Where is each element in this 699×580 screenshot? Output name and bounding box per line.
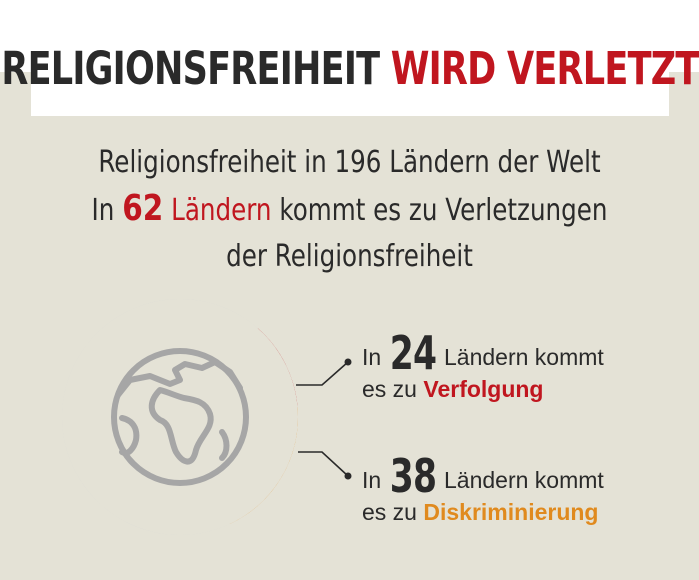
title-part2: WIRD VERLETZT xyxy=(390,41,699,95)
globe-icon xyxy=(111,348,249,486)
leader-discrimination xyxy=(298,451,349,477)
intro-line3: der Religionsfreiheit xyxy=(226,239,473,274)
page-title: RELIGIONSFREIHEIT WIRD VERLETZT xyxy=(1,41,699,95)
callout-discrimination-line1: In 38 Ländern kommt xyxy=(362,449,604,503)
callout-persecution-keyword: Verfolgung xyxy=(423,376,544,402)
callout-discrimination-text: Ländern kommt xyxy=(443,467,604,493)
donut-hole xyxy=(62,299,298,535)
callout-discrimination-line2-prefix: es zu xyxy=(362,499,417,525)
intro-line2-prefix: In xyxy=(91,193,115,228)
intro-text: Religionsfreiheit in 196 Ländern der Wel… xyxy=(0,140,699,280)
callout-persecution-line2-prefix: es zu xyxy=(362,376,417,402)
title-box: RELIGIONSFREIHEIT WIRD VERLETZT xyxy=(1,20,699,116)
callout-discrimination-prefix: In xyxy=(362,467,382,493)
callout-persecution-prefix: In xyxy=(362,344,382,370)
intro-line2: In 62 Ländern kommt es zu Verletzungen xyxy=(63,186,636,234)
callout-persecution-text: Ländern kommt xyxy=(443,344,604,370)
leader-discrimination-dot xyxy=(344,472,352,480)
leader-persecution xyxy=(296,361,349,386)
callout-persecution: In 24 Ländern kommt es zu Verfolgung xyxy=(362,326,604,405)
callout-discrimination: In 38 Ländern kommt es zu Diskriminierun… xyxy=(362,449,604,528)
callout-persecution-line2: es zu Verfolgung xyxy=(362,373,604,405)
callout-persecution-line1: In 24 Ländern kommt xyxy=(362,326,604,380)
callout-discrimination-number: 38 xyxy=(389,449,436,503)
leader-persecution-dot xyxy=(344,358,352,366)
callout-discrimination-keyword: Diskriminierung xyxy=(423,499,599,525)
callout-leaders xyxy=(296,358,352,480)
intro-number: 62 xyxy=(122,188,164,229)
title-part1: RELIGIONSFREIHEIT xyxy=(1,41,380,95)
callout-persecution-number: 24 xyxy=(389,326,436,380)
intro-highlight: Ländern xyxy=(171,193,272,228)
intro-line2-suffix: kommt es zu Verletzungen xyxy=(279,193,608,228)
intro-line1: Religionsfreiheit in 196 Ländern der Wel… xyxy=(98,145,601,180)
callout-discrimination-line2: es zu Diskriminierung xyxy=(362,496,604,528)
